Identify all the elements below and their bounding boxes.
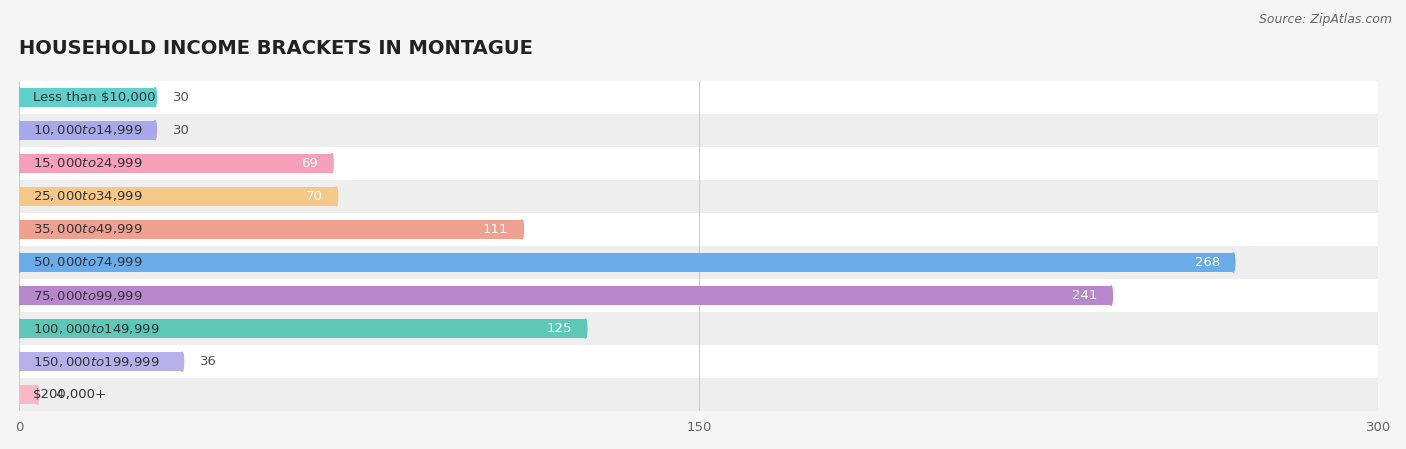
Bar: [20, 253, 1233, 272]
Text: $150,000 to $199,999: $150,000 to $199,999: [32, 355, 159, 369]
Bar: [20, 187, 336, 206]
Text: 125: 125: [547, 322, 572, 335]
Text: 268: 268: [1195, 256, 1220, 269]
Text: 30: 30: [173, 124, 190, 137]
Circle shape: [18, 154, 21, 173]
Bar: [20, 88, 155, 107]
Bar: [20, 154, 332, 173]
Text: $200,000+: $200,000+: [32, 388, 107, 401]
Text: $10,000 to $14,999: $10,000 to $14,999: [32, 123, 142, 137]
Circle shape: [1109, 286, 1112, 305]
Circle shape: [520, 220, 523, 239]
Bar: [20, 279, 1378, 312]
Text: $100,000 to $149,999: $100,000 to $149,999: [32, 321, 159, 335]
Circle shape: [153, 88, 156, 107]
Bar: [20, 147, 1378, 180]
Text: $25,000 to $34,999: $25,000 to $34,999: [32, 189, 142, 203]
Bar: [20, 220, 522, 239]
Bar: [20, 180, 1378, 213]
Text: $35,000 to $49,999: $35,000 to $49,999: [32, 222, 142, 237]
Text: Less than $10,000: Less than $10,000: [32, 91, 155, 104]
Bar: [20, 352, 183, 371]
Bar: [20, 213, 1378, 246]
Bar: [20, 345, 1378, 378]
Text: $75,000 to $99,999: $75,000 to $99,999: [32, 289, 142, 303]
Circle shape: [335, 187, 337, 206]
Text: 241: 241: [1073, 289, 1098, 302]
Text: 30: 30: [173, 91, 190, 104]
Text: $50,000 to $74,999: $50,000 to $74,999: [32, 255, 142, 269]
Circle shape: [18, 352, 21, 371]
Circle shape: [585, 319, 586, 338]
Circle shape: [153, 121, 156, 140]
Bar: [20, 114, 1378, 147]
Circle shape: [18, 253, 21, 272]
Circle shape: [1232, 253, 1234, 272]
Circle shape: [18, 220, 21, 239]
Circle shape: [18, 286, 21, 305]
Circle shape: [18, 385, 21, 405]
Text: 4: 4: [55, 388, 63, 401]
Circle shape: [330, 154, 333, 173]
Bar: [20, 319, 585, 338]
Bar: [20, 286, 1111, 305]
Circle shape: [18, 121, 21, 140]
Circle shape: [18, 88, 21, 107]
Circle shape: [181, 352, 184, 371]
Text: HOUSEHOLD INCOME BRACKETS IN MONTAGUE: HOUSEHOLD INCOME BRACKETS IN MONTAGUE: [20, 39, 533, 57]
Bar: [20, 378, 1378, 411]
Bar: [20, 81, 1378, 114]
Text: $15,000 to $24,999: $15,000 to $24,999: [32, 156, 142, 170]
Circle shape: [18, 319, 21, 338]
Text: 70: 70: [307, 190, 323, 203]
Bar: [20, 246, 1378, 279]
Bar: [20, 312, 1378, 345]
Circle shape: [18, 187, 21, 206]
Text: Source: ZipAtlas.com: Source: ZipAtlas.com: [1258, 13, 1392, 26]
Bar: [20, 121, 155, 140]
Text: 111: 111: [484, 223, 509, 236]
Text: 36: 36: [201, 355, 218, 368]
Bar: [20, 385, 38, 405]
Text: 69: 69: [301, 157, 318, 170]
Circle shape: [37, 385, 38, 405]
